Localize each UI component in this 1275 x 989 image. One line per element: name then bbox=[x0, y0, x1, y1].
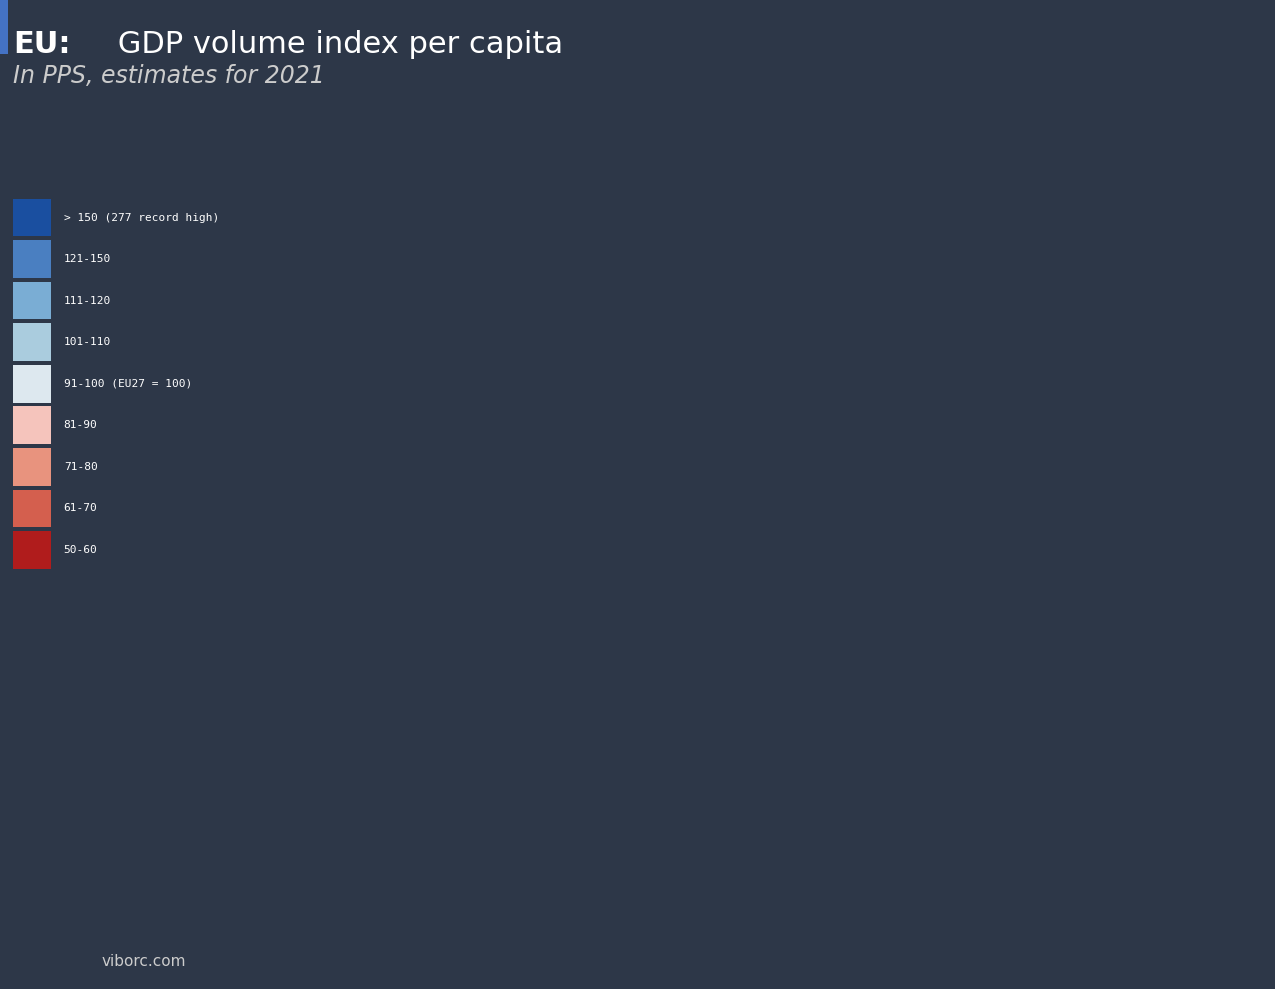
Text: 101-110: 101-110 bbox=[64, 337, 111, 347]
Text: In PPS, estimates for 2021: In PPS, estimates for 2021 bbox=[13, 64, 325, 88]
Text: > 150 (277 record high): > 150 (277 record high) bbox=[64, 213, 219, 223]
Text: viborc.com: viborc.com bbox=[102, 954, 186, 969]
Text: 61-70: 61-70 bbox=[64, 503, 97, 513]
Text: 50-60: 50-60 bbox=[64, 545, 97, 555]
Text: 91-100 (EU27 = 100): 91-100 (EU27 = 100) bbox=[64, 379, 193, 389]
Text: 121-150: 121-150 bbox=[64, 254, 111, 264]
Text: EU:: EU: bbox=[13, 30, 70, 58]
Text: GDP volume index per capita: GDP volume index per capita bbox=[108, 30, 564, 58]
Text: 71-80: 71-80 bbox=[64, 462, 97, 472]
Text: 81-90: 81-90 bbox=[64, 420, 97, 430]
Text: 111-120: 111-120 bbox=[64, 296, 111, 306]
